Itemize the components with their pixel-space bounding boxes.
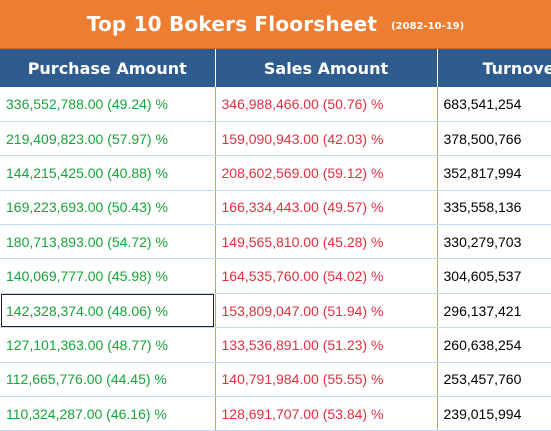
table-row: 169,223,693.00 (50.43) % 166,334,443.00 … (0, 190, 551, 226)
turnover-cell[interactable]: 683,541,254 (437, 87, 551, 122)
purchase-cell[interactable]: 112,665,776.00 (44.45) % (0, 362, 216, 398)
sales-cell[interactable]: 208,602,569.00 (59.12) % (215, 155, 438, 191)
sales-cell[interactable]: 153,809,047.00 (51.94) % (215, 293, 438, 329)
purchase-cell[interactable]: 144,215,425.00 (40.88) % (0, 155, 216, 191)
table-row: 127,101,363.00 (48.77) % 133,536,891.00 … (0, 327, 551, 363)
sales-cell[interactable]: 159,090,943.00 (42.03) % (215, 121, 438, 157)
turnover-cell[interactable]: 239,015,994 (437, 396, 551, 431)
title-bar: Top 10 Bokers Floorsheet (2082-10-19) (0, 0, 551, 49)
table-row: 110,324,287.00 (46.16) % 128,691,707.00 … (0, 396, 551, 431)
table-row: 336,552,788.00 (49.24) % 346,988,466.00 … (0, 87, 551, 122)
turnover-header: Turnove (437, 49, 551, 87)
turnover-cell[interactable]: 296,137,421 (437, 293, 551, 329)
purchase-cell-selected[interactable]: 142,328,374.00 (48.06) % (0, 293, 216, 329)
sales-cell[interactable]: 164,535,760.00 (54.02) % (215, 258, 438, 294)
turnover-cell[interactable]: 378,500,766 (437, 121, 551, 157)
turnover-cell[interactable]: 260,638,254 (437, 327, 551, 363)
table-row: 180,713,893.00 (54.72) % 149,565,810.00 … (0, 224, 551, 260)
purchase-cell[interactable]: 127,101,363.00 (48.77) % (0, 327, 216, 363)
table-row: 112,665,776.00 (44.45) % 140,791,984.00 … (0, 362, 551, 398)
table-row: 144,215,425.00 (40.88) % 208,602,569.00 … (0, 155, 551, 191)
purchase-cell[interactable]: 336,552,788.00 (49.24) % (0, 87, 216, 122)
turnover-cell[interactable]: 330,279,703 (437, 224, 551, 260)
sales-amount-header: Sales Amount (215, 49, 438, 87)
sales-cell[interactable]: 149,565,810.00 (45.28) % (215, 224, 438, 260)
purchase-cell[interactable]: 140,069,777.00 (45.98) % (0, 258, 216, 294)
report-date: (2082-10-19) (391, 20, 465, 32)
purchase-cell[interactable]: 180,713,893.00 (54.72) % (0, 224, 216, 260)
sales-cell[interactable]: 346,988,466.00 (50.76) % (215, 87, 438, 122)
turnover-cell[interactable]: 352,817,994 (437, 155, 551, 191)
table-header-row: Purchase Amount Sales Amount Turnove (0, 49, 551, 87)
turnover-cell[interactable]: 253,457,760 (437, 362, 551, 398)
table-row: 219,409,823.00 (57.97) % 159,090,943.00 … (0, 121, 551, 157)
turnover-cell[interactable]: 304,605,537 (437, 258, 551, 294)
turnover-cell[interactable]: 335,558,136 (437, 190, 551, 226)
table-row: 140,069,777.00 (45.98) % 164,535,760.00 … (0, 258, 551, 294)
sales-cell[interactable]: 166,334,443.00 (49.57) % (215, 190, 438, 226)
purchase-amount-header: Purchase Amount (0, 49, 216, 87)
broker-table: Purchase Amount Sales Amount Turnove 336… (0, 49, 551, 431)
sales-cell[interactable]: 133,536,891.00 (51.23) % (215, 327, 438, 363)
sales-cell[interactable]: 128,691,707.00 (53.84) % (215, 396, 438, 431)
page-title: Top 10 Bokers Floorsheet (86, 12, 378, 36)
purchase-cell[interactable]: 110,324,287.00 (46.16) % (0, 396, 216, 431)
table-row: 142,328,374.00 (48.06) % 153,809,047.00 … (0, 293, 551, 329)
sales-cell[interactable]: 140,791,984.00 (55.55) % (215, 362, 438, 398)
purchase-cell[interactable]: 169,223,693.00 (50.43) % (0, 190, 216, 226)
purchase-cell[interactable]: 219,409,823.00 (57.97) % (0, 121, 216, 157)
